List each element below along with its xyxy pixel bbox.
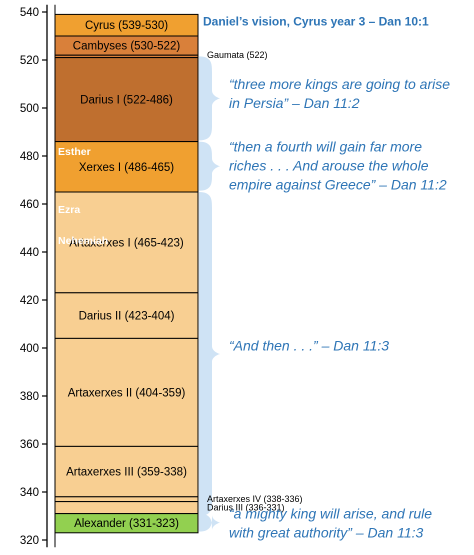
axis-tick-label: 340 [20,487,39,499]
brace-later-kings [199,192,220,516]
quote-line: riches . . . And arouse the whole [229,158,429,174]
reign-label: Artaxerxes I (465-423) [69,237,184,249]
reign-bar [54,445,199,498]
reign-label: Artaxerxes II (404-359) [68,387,186,399]
vision-heading: Daniel’s vision, Cyrus year 3 – Dan 10:1 [203,15,429,29]
axis-tick-label: 440 [20,247,39,259]
inner-label: Nehemiah [58,235,108,247]
quote-line: “And then . . .” – Dan 11:3 [229,338,389,354]
reign-label: Darius II (423-404) [79,311,175,323]
reign-bar [54,501,199,515]
quote-line: “three more kings are going to arise [229,76,450,92]
reign-bar [54,141,199,193]
inner-label: Ezra [58,204,80,216]
reign-label: Artaxerxes III (359-338) [66,467,187,479]
quote-line: in Persia” – Dan 11:2 [229,95,360,111]
reign-label: Cambyses (530-522) [73,41,181,53]
axis-tick-label: 480 [20,151,39,163]
annotation-labels: Esther Ezra Nehemiah Gaumata (522) Artaxerxe… [58,15,450,541]
axis-tick-label: 420 [20,295,39,307]
brace-darius [199,56,220,141]
brace-alexander [199,513,220,532]
reign-label: Cyrus (539-530) [85,20,168,32]
reign-label: Alexander (331-323) [74,518,179,530]
axis-tick-label: 400 [20,343,39,355]
axis-tick-label: 360 [20,439,39,451]
reign-bar [54,337,199,447]
brace-xerxes [199,141,220,191]
reign-bars: Cyrus (539-530) Cambyses (530-522) Darius … [54,13,199,534]
axis-tick-label: 380 [20,391,39,403]
axis-tick-label: 520 [20,55,39,67]
reign-bar [54,191,199,294]
axis-tick-label: 540 [20,7,39,19]
quote-line: “then a fourth will gain far more [229,139,422,155]
quote-line: with great authority” – Dan 11:3 [229,525,424,541]
side-label: Gaumata (522) [207,50,268,60]
brace-layer [199,56,220,532]
inner-label: Esther [58,146,91,158]
year-axis: 540 520 500 480 460 440 420 400 380 360 340 320 [20,4,56,548]
reign-label: Xerxes I (486-465) [79,162,174,174]
reign-bar [54,496,199,503]
reign-label: Darius I (522-486) [80,95,173,107]
axis-tick-label: 500 [20,103,39,115]
quote-line: empire against Greece” – Dan 11:2 [229,177,447,193]
axis-tick-label: 320 [20,535,39,547]
axis-tick-label: 460 [20,199,39,211]
reign-bar [54,292,199,339]
side-label: Darius III (336-331) [207,503,285,513]
side-label: Artaxerxes IV (338-336) [207,494,303,504]
quote-line: “a mighty king will arise, and rule [229,506,432,522]
reign-bar [54,57,199,143]
